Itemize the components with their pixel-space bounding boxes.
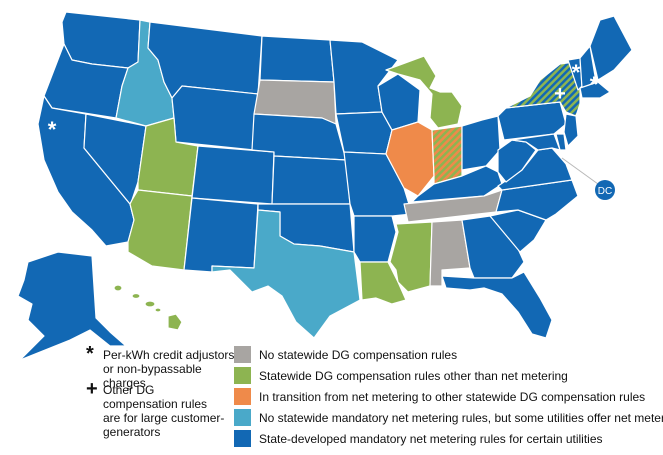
legend-swatch-transition [234, 388, 251, 405]
state-IN [431, 125, 463, 185]
state-OH [461, 115, 501, 171]
dc-leader-line [561, 157, 599, 185]
legend-label-transition: In transition from net metering to other… [259, 389, 646, 404]
legend-swatch-voluntary [234, 409, 251, 426]
state-DE [555, 133, 567, 151]
legend-swatch-mandatory [234, 430, 251, 447]
state-ME [589, 15, 633, 81]
legend-item-voluntary: No statewide mandatory net metering rule… [234, 407, 663, 428]
state-CO [191, 145, 275, 205]
state-AR [353, 215, 397, 263]
state-HI-island [154, 307, 162, 313]
state-MD [511, 133, 561, 151]
state-NJ [563, 113, 579, 147]
marker-vt-asterisk: * [572, 60, 581, 85]
note-plus: + Other DG compensation rules are for la… [86, 378, 226, 439]
state-HI-island [113, 284, 123, 292]
state-IL [385, 121, 435, 197]
legend-item-transition: In transition from net metering to other… [234, 386, 663, 407]
marker-ma-asterisk: * [590, 72, 599, 97]
legend-label-voluntary: No statewide mandatory net metering rule… [259, 410, 663, 425]
note-asterisk: * Per-kWh credit adjustors or non-bypass… [86, 343, 236, 390]
legend-swatch-none [234, 346, 251, 363]
asterisk-symbol: * [86, 343, 94, 365]
asterisk-note-text: Per-kWh credit adjustors or non-bypassab… [103, 348, 235, 390]
plus-symbol: + [86, 378, 98, 400]
legend-item-mandatory: State-developed mandatory net metering r… [234, 428, 663, 449]
legend-item-other: Statewide DG compensation rules other th… [234, 365, 663, 386]
state-NH [579, 45, 597, 89]
legend-label-other: Statewide DG compensation rules other th… [259, 368, 568, 383]
dc-label: DC [598, 186, 612, 197]
state-HI-islands [113, 284, 183, 331]
plus-note-text: Other DG compensation rules are for larg… [103, 383, 225, 439]
legend-label-none: No statewide DG compensation rules [259, 347, 458, 362]
state-WY [171, 85, 259, 151]
marker-ny-plus: + [554, 83, 566, 105]
state-MI [385, 55, 463, 129]
legend-item-none: No statewide DG compensation rules [234, 344, 663, 365]
state-TX [211, 209, 361, 339]
state-NM [183, 197, 259, 273]
state-AK [17, 251, 127, 361]
map-legend: No statewide DG compensation rules State… [234, 344, 663, 449]
state-MA [579, 81, 611, 99]
state-WA [61, 11, 141, 69]
legend-label-mandatory: State-developed mandatory net metering r… [259, 431, 603, 446]
state-AZ [127, 189, 193, 271]
state-IA [335, 111, 393, 155]
state-KS [271, 155, 351, 205]
dc-marker [595, 180, 615, 200]
marker-ca-asterisk: * [48, 117, 57, 142]
state-HI-island [131, 292, 141, 300]
state-HI [167, 313, 183, 331]
state-HI-island [144, 300, 156, 308]
state-LA [359, 261, 407, 305]
state-ND [259, 35, 335, 83]
state-FL [441, 271, 553, 339]
legend-swatch-other [234, 367, 251, 384]
